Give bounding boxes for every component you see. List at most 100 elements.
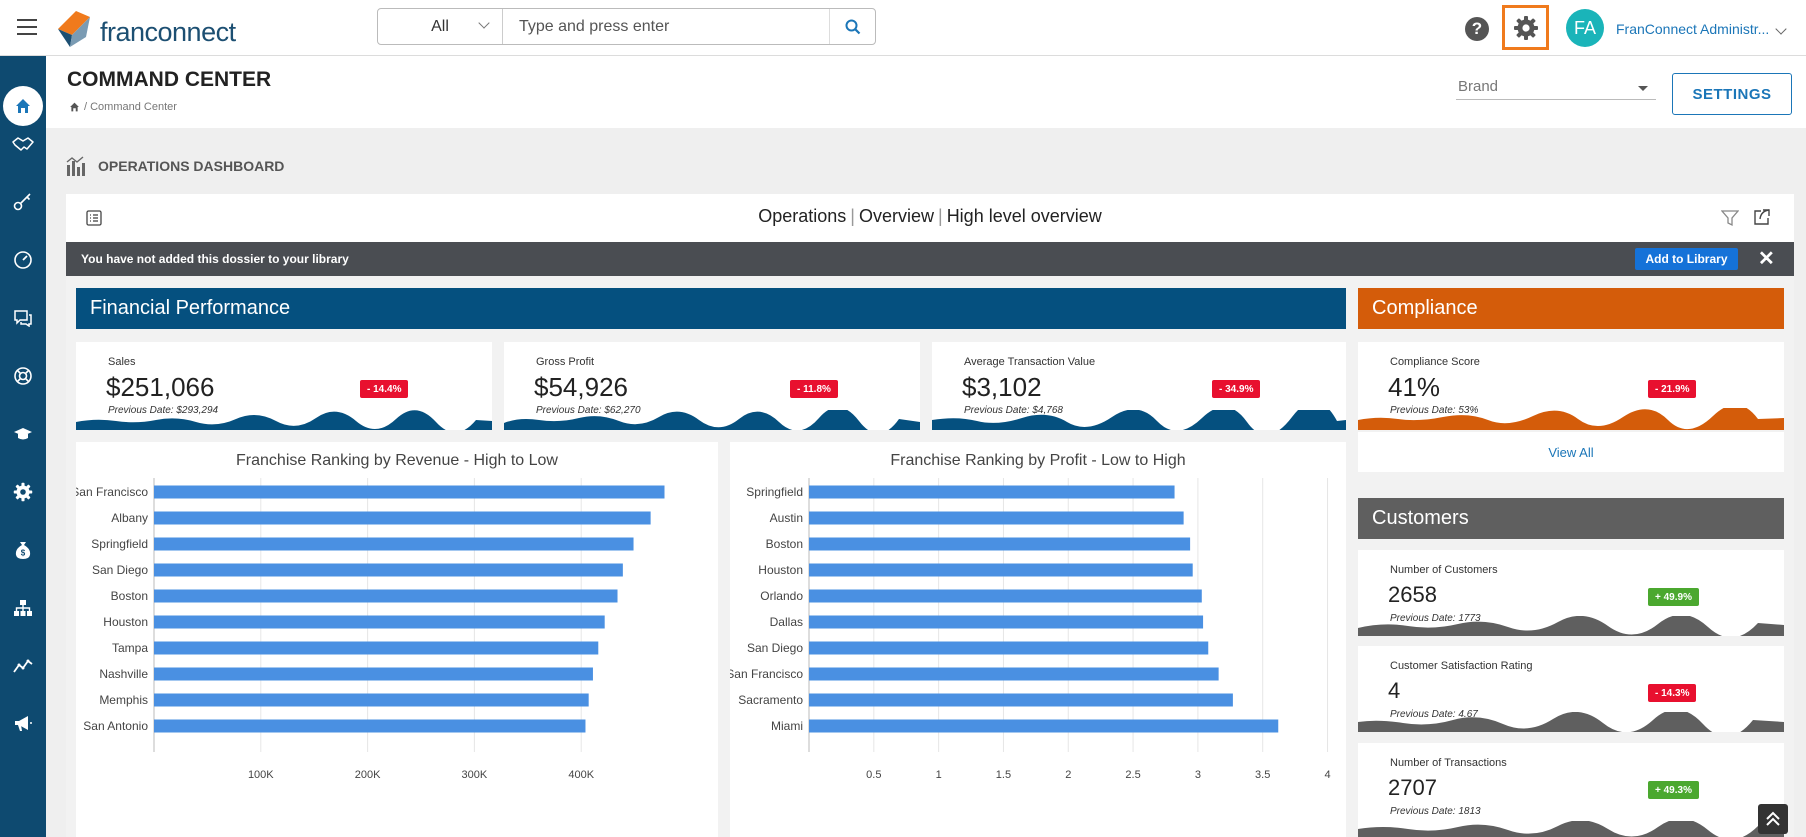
bar[interactable] — [154, 719, 586, 733]
profit-ranking-chart[interactable]: Franchise Ranking by Profit - Low to Hig… — [730, 442, 1346, 837]
sparkline — [504, 410, 920, 430]
bar[interactable] — [809, 537, 1191, 551]
change-badge: - 34.9% — [1212, 380, 1261, 398]
revenue-ranking-chart[interactable]: Franchise Ranking by Revenue - High to L… — [76, 442, 718, 837]
x-tick-label: 3.5 — [1255, 769, 1270, 781]
handshake-icon — [12, 137, 34, 151]
category-label: Memphis — [99, 693, 148, 707]
category-label: San Diego — [747, 641, 803, 655]
category-label: San Francisco — [76, 485, 148, 499]
graduation-cap-icon — [14, 428, 32, 440]
dashboard-label: OPERATIONS DASHBOARD — [98, 158, 285, 174]
home-icon[interactable] — [69, 102, 80, 112]
category-label: Springfield — [746, 485, 803, 499]
megaphone-icon — [15, 716, 32, 731]
settings-icon — [13, 482, 33, 502]
profit-bar-chart: Springfield Austin Boston Houston Orlando Dal… — [730, 478, 1331, 781]
svg-text:$: $ — [21, 549, 26, 558]
filter-icon[interactable] — [1721, 209, 1739, 227]
scroll-to-top-button[interactable] — [1758, 804, 1788, 834]
sparkline — [76, 410, 492, 430]
dossier-crumb-operations[interactable]: Operations — [758, 206, 847, 226]
search-icon — [845, 19, 860, 34]
view-all-link[interactable]: View All — [1358, 432, 1784, 472]
dossier-title: Operations | Overview | High level overview — [758, 206, 1102, 226]
bar[interactable] — [154, 511, 651, 525]
sidebar-item-support[interactable] — [0, 356, 46, 396]
bar[interactable] — [809, 485, 1175, 499]
kpi-number-of-customers[interactable]: Number of Customers 2658 Previous Date: … — [1358, 550, 1784, 636]
category-label: Orlando — [760, 589, 803, 603]
search-scope-select[interactable]: All — [378, 9, 503, 44]
settings-gear-button[interactable] — [1502, 5, 1549, 50]
bar[interactable] — [154, 537, 634, 551]
bar[interactable] — [154, 563, 623, 577]
breadcrumb-current: / Command Center — [84, 101, 177, 113]
sidebar-item-training[interactable] — [0, 414, 46, 454]
dossier-header: Operations | Overview | High level overview — [66, 194, 1794, 242]
compliance-header: Compliance — [1358, 288, 1784, 329]
sidebar-item-access[interactable] — [0, 181, 46, 221]
key-icon — [13, 193, 31, 211]
settings-button[interactable]: SETTINGS — [1672, 73, 1792, 115]
x-tick-label: 2.5 — [1125, 769, 1140, 781]
org-chart-icon — [14, 600, 32, 616]
bar[interactable] — [809, 615, 1204, 629]
x-tick-label: 0.5 — [866, 769, 881, 781]
category-label: San Antonio — [83, 719, 148, 733]
close-icon[interactable]: ✕ — [1758, 248, 1775, 270]
kpi-sales[interactable]: Sales $251,066 Previous Date: $293,294 -… — [76, 342, 492, 430]
share-icon[interactable] — [1753, 208, 1771, 226]
kpi-previous: Previous Date: $293,294 — [108, 405, 219, 416]
sidebar-item-reports[interactable] — [0, 646, 46, 686]
bar[interactable] — [809, 511, 1184, 525]
kpi-gross-profit[interactable]: Gross Profit $54,926 Previous Date: $62,… — [504, 342, 920, 430]
dossier-crumb-overview[interactable]: Overview — [858, 206, 934, 226]
bar[interactable] — [154, 693, 589, 707]
bar[interactable] — [809, 563, 1193, 577]
kpi-value: $54,926 — [534, 372, 628, 402]
avatar[interactable]: FA — [1566, 9, 1604, 47]
x-tick-label: 1.5 — [996, 769, 1011, 781]
dossier-crumb-page[interactable]: High level overview — [946, 206, 1102, 226]
search-input[interactable] — [503, 9, 829, 44]
sidebar-item-deals[interactable] — [0, 124, 46, 164]
x-tick-label: 300K — [462, 769, 488, 781]
change-badge: + 49.9% — [1648, 588, 1699, 606]
bar[interactable] — [154, 641, 599, 655]
search-button[interactable] — [829, 9, 875, 44]
sidebar-item-marketing[interactable] — [0, 704, 46, 744]
bar[interactable] — [809, 719, 1279, 733]
kpi-average-transaction[interactable]: Average Transaction Value $3,102 Previou… — [932, 342, 1346, 430]
menu-icon[interactable] — [12, 14, 42, 40]
kpi-customer-satisfaction[interactable]: Customer Satisfaction Rating 4 Previous … — [1358, 646, 1784, 732]
gauge-icon — [14, 251, 32, 269]
add-to-library-button[interactable]: Add to Library — [1635, 248, 1738, 270]
sidebar-item-organization[interactable] — [0, 588, 46, 628]
bar[interactable] — [809, 693, 1233, 707]
chevron-down-icon[interactable] — [1775, 23, 1787, 35]
sidebar-item-admin[interactable] — [0, 472, 46, 512]
kpi-value: 41% — [1388, 372, 1441, 402]
table-of-contents-icon[interactable] — [86, 210, 102, 226]
user-name[interactable]: FranConnect Administr... — [1616, 21, 1770, 37]
kpi-number-of-transactions[interactable]: Number of Transactions 2707 Previous Dat… — [1358, 743, 1784, 837]
change-badge: + 49.3% — [1648, 781, 1699, 799]
franconnect-logo[interactable]: franconnect — [56, 6, 236, 50]
bar[interactable] — [809, 589, 1202, 603]
bar[interactable] — [809, 667, 1219, 681]
brand-select[interactable]: Brand — [1456, 72, 1656, 100]
bar[interactable] — [809, 641, 1209, 655]
sidebar-item-finance[interactable]: $ — [0, 530, 46, 570]
bar[interactable] — [154, 589, 618, 603]
bar[interactable] — [154, 485, 665, 499]
bar[interactable] — [154, 667, 593, 681]
help-icon[interactable]: ? — [1465, 17, 1489, 41]
sidebar-item-performance[interactable] — [0, 240, 46, 280]
x-tick-label: 100K — [248, 769, 274, 781]
sidebar-item-home[interactable] — [0, 86, 46, 126]
x-tick-label: 400K — [568, 769, 594, 781]
sidebar-item-messages[interactable] — [0, 298, 46, 338]
kpi-compliance-score[interactable]: Compliance Score 41% Previous Date: 53% … — [1358, 342, 1784, 430]
bar[interactable] — [154, 615, 605, 629]
